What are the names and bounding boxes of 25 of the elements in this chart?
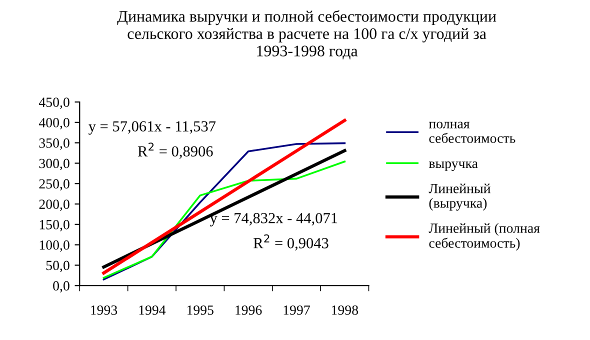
y-tick-label: 400,0 (38, 118, 70, 130)
legend-label: полная себестоимость (428, 122, 516, 143)
y-tick-label: 200,0 (39, 200, 70, 211)
x-tick-label: 1995 (187, 305, 214, 315)
annotation: y = 57,061x - 11,537 (88, 121, 216, 135)
y-tick-label: 450,0 (38, 98, 70, 109)
legend-label: Линейный (полная себестоимость) (428, 223, 540, 251)
x-tick-label: 1998 (332, 305, 358, 315)
legend-label: Линейный (выручка) (428, 184, 490, 211)
y-tick-label: 100,0 (40, 240, 70, 252)
y-tick-label: 50,0 (46, 260, 70, 272)
x-tick-label: 1993 (91, 305, 118, 315)
y-tick-label: 350,0 (39, 138, 70, 150)
y-tick-label: 300,0 (39, 158, 70, 170)
x-tick-label: 1996 (236, 305, 262, 315)
y-tick-label: 150,0 (40, 220, 70, 232)
y-tick-label: 0,0 (53, 281, 70, 293)
annotation: R$^{2}$ = 0,8906 (138, 142, 213, 159)
x-tick-label: 1994 (139, 305, 166, 315)
line-series (102, 118, 346, 275)
x-tick-label: 1997 (284, 305, 310, 315)
chart-title: Динамика выручки и полной себестоимости продукции сельского хозяйства в расчете на 100 га с/х угодий за 1993-1998 года (117, 10, 496, 60)
annotation: R$^{2}$ = 0,9043 (254, 234, 328, 251)
y-tick-label: 250,0 (39, 179, 70, 191)
legend-label: выручка (428, 161, 478, 171)
